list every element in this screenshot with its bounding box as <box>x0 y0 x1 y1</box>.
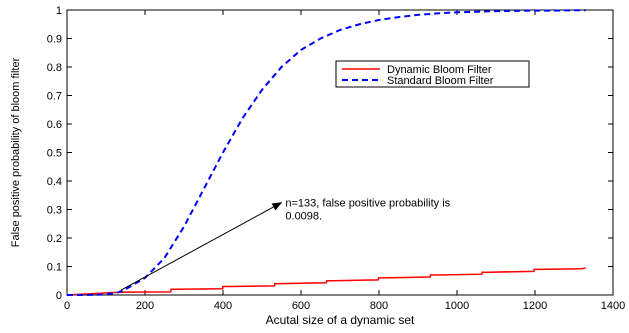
series-line-dynamic-bloom-filter <box>66 267 586 296</box>
plot-area <box>66 9 614 296</box>
annotation-arrow <box>120 202 283 291</box>
x-tick-label: 0 <box>64 300 70 312</box>
y-tick-label: 0.5 <box>47 148 62 160</box>
annotation-text: 0.0098. <box>285 211 322 223</box>
y-tick-label: 0.3 <box>47 205 62 217</box>
y-tick-label: 0.2 <box>47 233 62 245</box>
x-tick-label: 400 <box>214 300 232 312</box>
annotation-text: n=133, false positive probability is <box>285 198 450 210</box>
y-tick-label: 0.1 <box>47 262 62 274</box>
legend-label: Standard Bloom Filter <box>387 75 494 87</box>
y-tick-label: 1 <box>56 5 62 17</box>
y-tick-label: 0 <box>56 290 62 302</box>
series-line-standard-bloom-filter <box>67 9 586 296</box>
legend-box <box>335 60 530 88</box>
legend-label: Dynamic Bloom Filter <box>387 64 492 76</box>
annotation-layer: n=133, false positive probability is0.00… <box>120 198 451 291</box>
y-tick-label: 0.4 <box>47 176 62 188</box>
x-tick-label: 800 <box>370 300 388 312</box>
y-axis-title: False positive probability of bloom filt… <box>10 57 22 247</box>
x-tick-label: 1000 <box>445 300 469 312</box>
y-tick-label: 0.6 <box>47 119 62 131</box>
x-tick-label: 1200 <box>523 300 547 312</box>
y-tick-label: 0.9 <box>47 34 62 46</box>
x-tick-label: 200 <box>136 300 154 312</box>
series-layer <box>66 9 586 296</box>
y-tick-label: 0.7 <box>47 91 62 103</box>
x-tick-label: 1400 <box>601 300 625 312</box>
y-tick-label: 0.8 <box>47 62 62 74</box>
ticks-layer: 0 200 400 600 800 1000 1200 1400 0 0.1 0.2 0.3 0.4 0.… <box>47 5 626 312</box>
x-axis-title: Acutal size of a dynamic set <box>266 313 415 327</box>
x-tick-label: 600 <box>292 300 310 312</box>
